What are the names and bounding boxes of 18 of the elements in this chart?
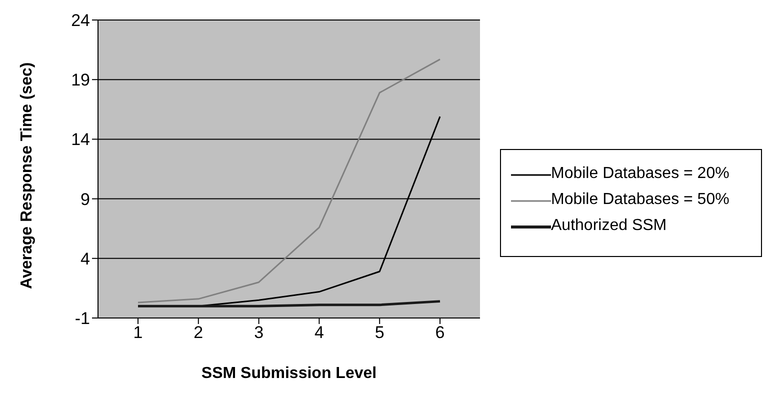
y-tick-label: 4 [80, 249, 90, 268]
legend-label: Mobile Databases = 20% [551, 164, 730, 184]
y-axis-title: Average Response Time (sec) [18, 62, 36, 289]
legend-label: Mobile Databases = 50% [551, 190, 730, 210]
x-tick-label: 1 [133, 323, 143, 342]
x-tick-label: 4 [314, 323, 324, 342]
line-series [137, 58, 441, 304]
x-tick-label: 3 [254, 323, 264, 342]
x-axis-title: SSM Submission Level [201, 365, 377, 382]
y-tick-label: 9 [80, 190, 90, 209]
y-tick-label: 14 [71, 130, 90, 150]
y-tick-label: 19 [71, 70, 90, 90]
x-tick-label: 5 [374, 323, 384, 342]
legend-label: Authorized SSM [551, 216, 667, 236]
x-tick-label: 6 [435, 323, 445, 342]
y-tick-label: -1 [74, 309, 90, 328]
x-tick-label: 2 [194, 323, 204, 342]
y-tick-label: 24 [71, 11, 90, 30]
